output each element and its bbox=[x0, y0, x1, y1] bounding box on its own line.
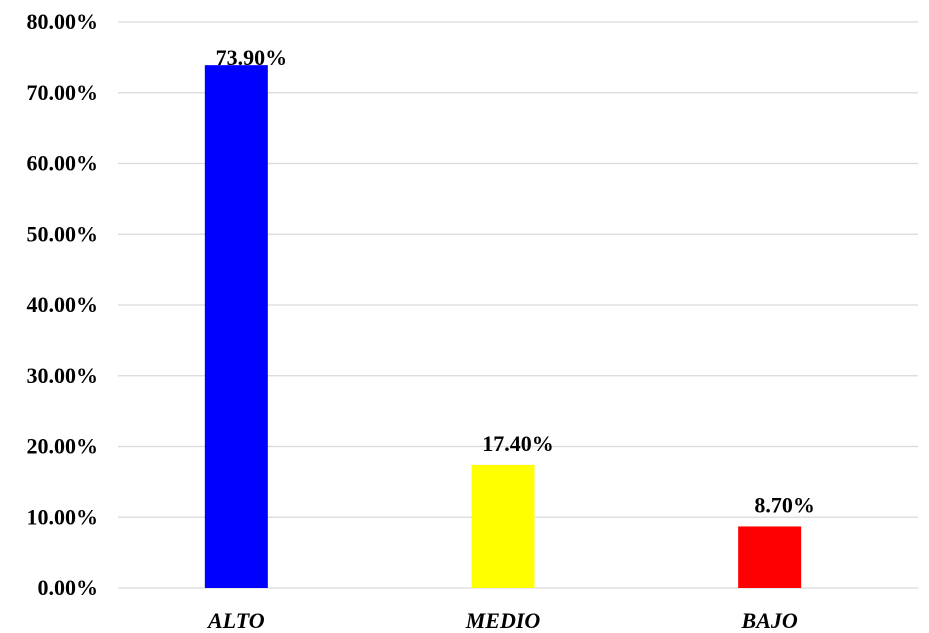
y-tick-label: 50.00% bbox=[27, 221, 99, 246]
y-tick-label: 20.00% bbox=[27, 434, 99, 459]
y-tick-label: 10.00% bbox=[27, 504, 99, 529]
y-tick-label: 70.00% bbox=[27, 80, 99, 105]
y-tick-label: 40.00% bbox=[27, 292, 99, 317]
bar-medio bbox=[471, 464, 535, 588]
bars bbox=[204, 65, 802, 589]
x-axis-categories: ALTO MEDIO BAJO bbox=[206, 608, 798, 633]
y-tick-label: 0.00% bbox=[38, 575, 99, 600]
bar-alto bbox=[204, 65, 268, 589]
bar-bajo bbox=[738, 526, 802, 588]
y-tick-label: 80.00% bbox=[27, 9, 99, 34]
category-label: MEDIO bbox=[465, 608, 541, 633]
y-tick-label: 30.00% bbox=[27, 363, 99, 388]
y-axis-ticks: 0.00% 10.00% 20.00% 30.00% 40.00% 50.00% 60.00… bbox=[27, 9, 99, 600]
category-label: ALTO bbox=[206, 608, 265, 633]
data-label: 17.40% bbox=[482, 431, 554, 456]
data-labels: 73.90% 17.40% 8.70% bbox=[216, 45, 815, 517]
data-label: 8.70% bbox=[754, 492, 815, 517]
y-tick-label: 60.00% bbox=[27, 151, 99, 176]
data-label: 73.90% bbox=[216, 45, 288, 70]
category-label: BAJO bbox=[741, 608, 798, 633]
